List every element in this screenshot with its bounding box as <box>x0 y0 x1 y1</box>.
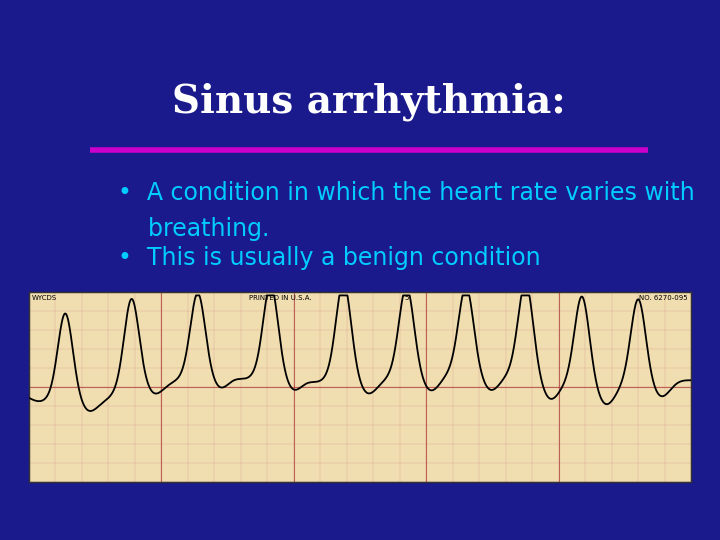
Text: WYCDS: WYCDS <box>32 295 57 301</box>
Text: •  This is usually a benign condition: • This is usually a benign condition <box>118 246 541 269</box>
Text: breathing.: breathing. <box>118 217 269 240</box>
Text: FIGURE 27-8  Sinus arrhythmia in lead II.: FIGURE 27-8 Sinus arrhythmia in lead II. <box>118 437 345 447</box>
Text: PRINTED IN U.S.A.: PRINTED IN U.S.A. <box>249 295 312 301</box>
FancyBboxPatch shape <box>109 287 629 451</box>
Text: •  A condition in which the heart rate varies with: • A condition in which the heart rate va… <box>118 181 695 205</box>
Text: NO. 6270-095: NO. 6270-095 <box>639 295 688 301</box>
Text: 5: 5 <box>404 295 408 301</box>
Text: Sinus arrhythmia:: Sinus arrhythmia: <box>172 83 566 122</box>
